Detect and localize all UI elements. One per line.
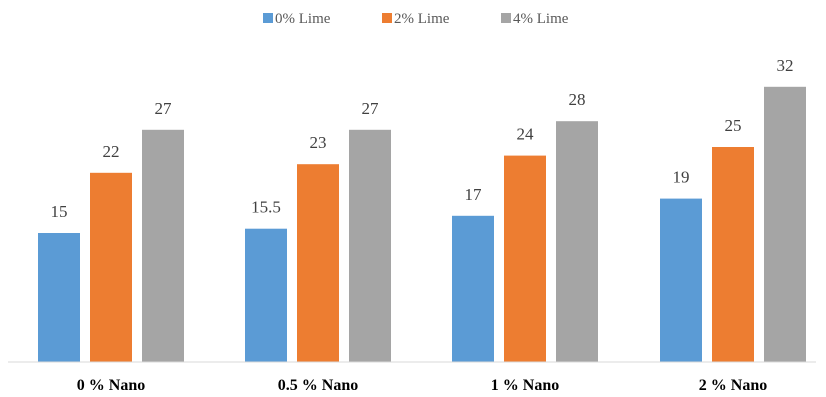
data-label-4pct-lime-0-5-pct-nano: 27 — [362, 99, 380, 118]
legend-label-4pct-lime: 4% Lime — [513, 11, 569, 27]
data-label-0pct-lime-0-pct-nano: 15 — [51, 202, 68, 221]
bar-0pct-lime-1-pct-nano — [452, 215, 494, 362]
legend-swatch-4pct-lime — [501, 13, 511, 23]
data-label-4pct-lime-2-pct-nano: 32 — [777, 56, 794, 75]
bar-2pct-lime-2-pct-nano — [712, 147, 754, 362]
data-label-2pct-lime-0-5-pct-nano: 23 — [310, 133, 327, 152]
bar-0pct-lime-0-5-pct-nano — [245, 228, 287, 362]
data-label-0pct-lime-0-5-pct-nano: 15.5 — [251, 198, 281, 217]
data-label-2pct-lime-2-pct-nano: 25 — [725, 116, 742, 135]
category-label-1-pct-nano: 1 % Nano — [491, 377, 559, 394]
data-label-0pct-lime-1-pct-nano: 17 — [465, 185, 483, 204]
category-labels: 0 % Nano 0.5 % Nano 1 % Nano 2 % Nano — [77, 377, 767, 394]
legend-label-0pct-lime: 0% Lime — [275, 11, 331, 27]
data-label-2pct-lime-0-pct-nano: 22 — [103, 142, 120, 161]
bars — [38, 86, 806, 363]
bar-4pct-lime-1-pct-nano — [556, 121, 598, 362]
bar-4pct-lime-0-5-pct-nano — [349, 129, 391, 362]
bar-2pct-lime-0-5-pct-nano — [297, 164, 339, 362]
bar-4pct-lime-2-pct-nano — [764, 86, 806, 363]
legend-swatch-2pct-lime — [382, 13, 392, 23]
data-labels: 15 22 27 15.5 23 27 17 24 28 19 25 32 — [51, 56, 794, 221]
bar-4pct-lime-0-pct-nano — [142, 129, 184, 362]
data-label-0pct-lime-2-pct-nano: 19 — [673, 168, 690, 187]
bar-2pct-lime-1-pct-nano — [504, 155, 546, 362]
legend-label-2pct-lime: 2% Lime — [394, 11, 450, 27]
category-label-2-pct-nano: 2 % Nano — [699, 377, 767, 394]
bar-0pct-lime-0-pct-nano — [38, 233, 80, 362]
data-label-2pct-lime-1-pct-nano: 24 — [517, 125, 535, 144]
category-label-0-pct-nano: 0 % Nano — [77, 377, 145, 394]
legend-swatch-0pct-lime — [263, 13, 273, 23]
data-label-4pct-lime-0-pct-nano: 27 — [155, 99, 173, 118]
category-label-0-5-pct-nano: 0.5 % Nano — [278, 377, 358, 394]
bar-2pct-lime-0-pct-nano — [90, 172, 132, 362]
bar-0pct-lime-2-pct-nano — [660, 198, 702, 362]
legend: 0% Lime 2% Lime 4% Lime — [263, 11, 569, 27]
data-label-4pct-lime-1-pct-nano: 28 — [569, 90, 586, 109]
